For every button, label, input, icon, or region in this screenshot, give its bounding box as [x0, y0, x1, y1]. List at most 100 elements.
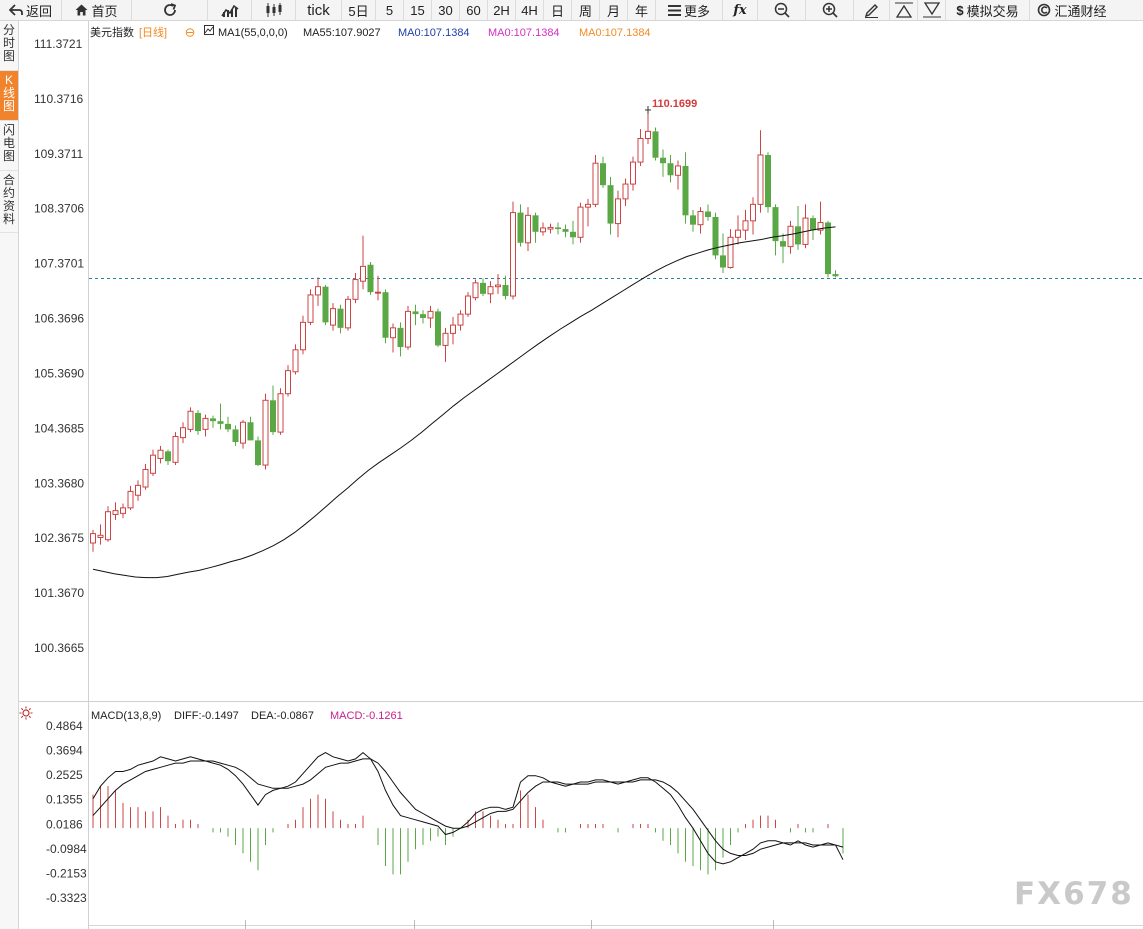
date-axis	[89, 920, 1143, 929]
candle-body-down	[255, 440, 261, 466]
chart-icon	[220, 4, 238, 17]
macd-legend-dea: DEA:-0.0867	[251, 710, 314, 722]
candle-body-up	[742, 220, 749, 231]
candle-body-down	[720, 255, 726, 268]
period-60m[interactable]: 60	[460, 0, 488, 20]
candle-body-up	[157, 449, 164, 459]
candle-body-down	[270, 400, 276, 433]
period-day[interactable]: 日	[544, 0, 572, 20]
zoom-in-button[interactable]	[806, 0, 854, 20]
triangle-down-icon	[922, 2, 941, 18]
candle-body-up	[330, 308, 336, 326]
candle-body-down	[780, 241, 786, 247]
back-arrow-icon	[8, 4, 23, 16]
legend-ma0-blue: MA0:107.1384	[398, 27, 470, 39]
legend-ma0-magenta: MA0:107.1384	[488, 27, 560, 39]
candle-body-up	[262, 399, 269, 466]
watermark: FX678	[1014, 876, 1134, 912]
top-toolbar: 返回 首页 tick 5日 5 15 30 60 2H 4H 日 周 月 年 更…	[0, 0, 1143, 21]
candle-body-up	[307, 294, 314, 323]
home-button[interactable]: 首页	[62, 0, 132, 20]
candle-body-up	[645, 130, 651, 140]
candle-type-button[interactable]	[252, 0, 296, 20]
period-2h[interactable]: 2H	[488, 0, 516, 20]
period-4h[interactable]: 4H	[516, 0, 544, 20]
brand-button[interactable]: 汇通财经	[1030, 0, 1114, 20]
macd-tick-label: 0.3694	[46, 744, 83, 758]
candle-body-up	[172, 436, 179, 463]
ma55-line	[92, 226, 836, 579]
draw-button[interactable]	[854, 0, 890, 20]
candle-body-down	[690, 215, 696, 225]
side-tab-char: 合	[2, 173, 15, 187]
simulate-label: 模拟交易	[966, 3, 1019, 19]
macd-axis: 0.4864 0.3694 0.2525 0.1355 0.0186 -0.0984 -0.…	[46, 719, 87, 905]
candle-body-up	[180, 427, 186, 439]
candle-body-up	[750, 203, 756, 222]
candle-body-up	[97, 534, 104, 538]
side-tab-char: 图	[2, 149, 15, 163]
period-30m[interactable]: 30	[432, 0, 460, 20]
period-week[interactable]: 周	[572, 0, 600, 20]
candlestick-icon	[266, 3, 281, 17]
candle-body-up	[457, 313, 464, 326]
candle-body-up	[90, 533, 96, 544]
candle-body-up	[637, 138, 644, 163]
zoom-out-button[interactable]	[758, 0, 806, 20]
macd-tick-label: -0.2153	[46, 866, 87, 880]
chart-type-button[interactable]	[208, 0, 252, 20]
candle-body-up	[120, 507, 126, 514]
candle-body-up	[390, 327, 396, 339]
candle-body-up	[202, 417, 209, 430]
candle-body-down	[232, 429, 239, 443]
period-month[interactable]: 月	[600, 0, 628, 20]
candle-body-down	[825, 222, 831, 275]
candle-body-up	[540, 227, 546, 233]
more-button[interactable]: 更多	[656, 0, 723, 20]
candle-body-up	[675, 165, 681, 176]
back-label: 返回	[25, 3, 52, 19]
refresh-button[interactable]	[132, 0, 208, 20]
candle-body-up	[292, 349, 299, 373]
rise-button[interactable]	[890, 0, 918, 20]
pen-icon	[864, 3, 878, 18]
candle-body-down	[600, 163, 606, 186]
macd-dea-line	[92, 758, 844, 856]
candle-body-up	[615, 198, 621, 225]
legend-symbol: 美元指数	[90, 25, 134, 39]
indicator-settings-icon[interactable]	[204, 25, 214, 35]
simulate-trade-button[interactable]: $ 模拟交易	[946, 0, 1030, 20]
period-year[interactable]: 年	[628, 0, 656, 20]
candle-body-up	[442, 332, 449, 346]
formula-button[interactable]: fx	[723, 0, 758, 20]
candle-body-up	[630, 161, 636, 185]
tab-contract-info[interactable]: 合约资料	[0, 171, 18, 233]
period-5d[interactable]: 5日	[342, 0, 376, 20]
candle-body-up	[622, 183, 629, 200]
candle-body-down	[225, 423, 231, 430]
candle-body-up	[315, 286, 321, 296]
macd-tick-label: -0.0984	[46, 842, 87, 856]
candle-body-down	[810, 218, 816, 231]
candle-body-down	[772, 207, 779, 242]
legend-toggle-icon[interactable]	[185, 28, 195, 37]
price-tick-label: 111.3721	[34, 37, 83, 51]
macd-settings-icon[interactable]	[19, 706, 33, 720]
tick-button[interactable]: tick	[296, 0, 342, 20]
candle-body-down	[795, 226, 801, 245]
candle-body-down	[195, 412, 201, 432]
back-button[interactable]: 返回	[0, 0, 62, 20]
period-5m[interactable]: 5	[376, 0, 404, 20]
fall-button[interactable]	[918, 0, 946, 20]
candle-body-down	[412, 311, 419, 315]
price-tick-label: 104.3685	[34, 421, 84, 435]
candle-body-down	[652, 131, 659, 158]
zoom-out-icon	[774, 2, 790, 18]
period-15m[interactable]: 15	[404, 0, 432, 20]
price-chart[interactable]: 111.3721 110.3716 109.3711 108.3706 107.3701…	[19, 21, 1143, 929]
tab-timeshare[interactable]: 分时图	[0, 21, 18, 71]
menu-icon	[667, 4, 681, 16]
candle-body-down	[480, 282, 486, 294]
tab-flash[interactable]: 闪电图	[0, 121, 18, 171]
